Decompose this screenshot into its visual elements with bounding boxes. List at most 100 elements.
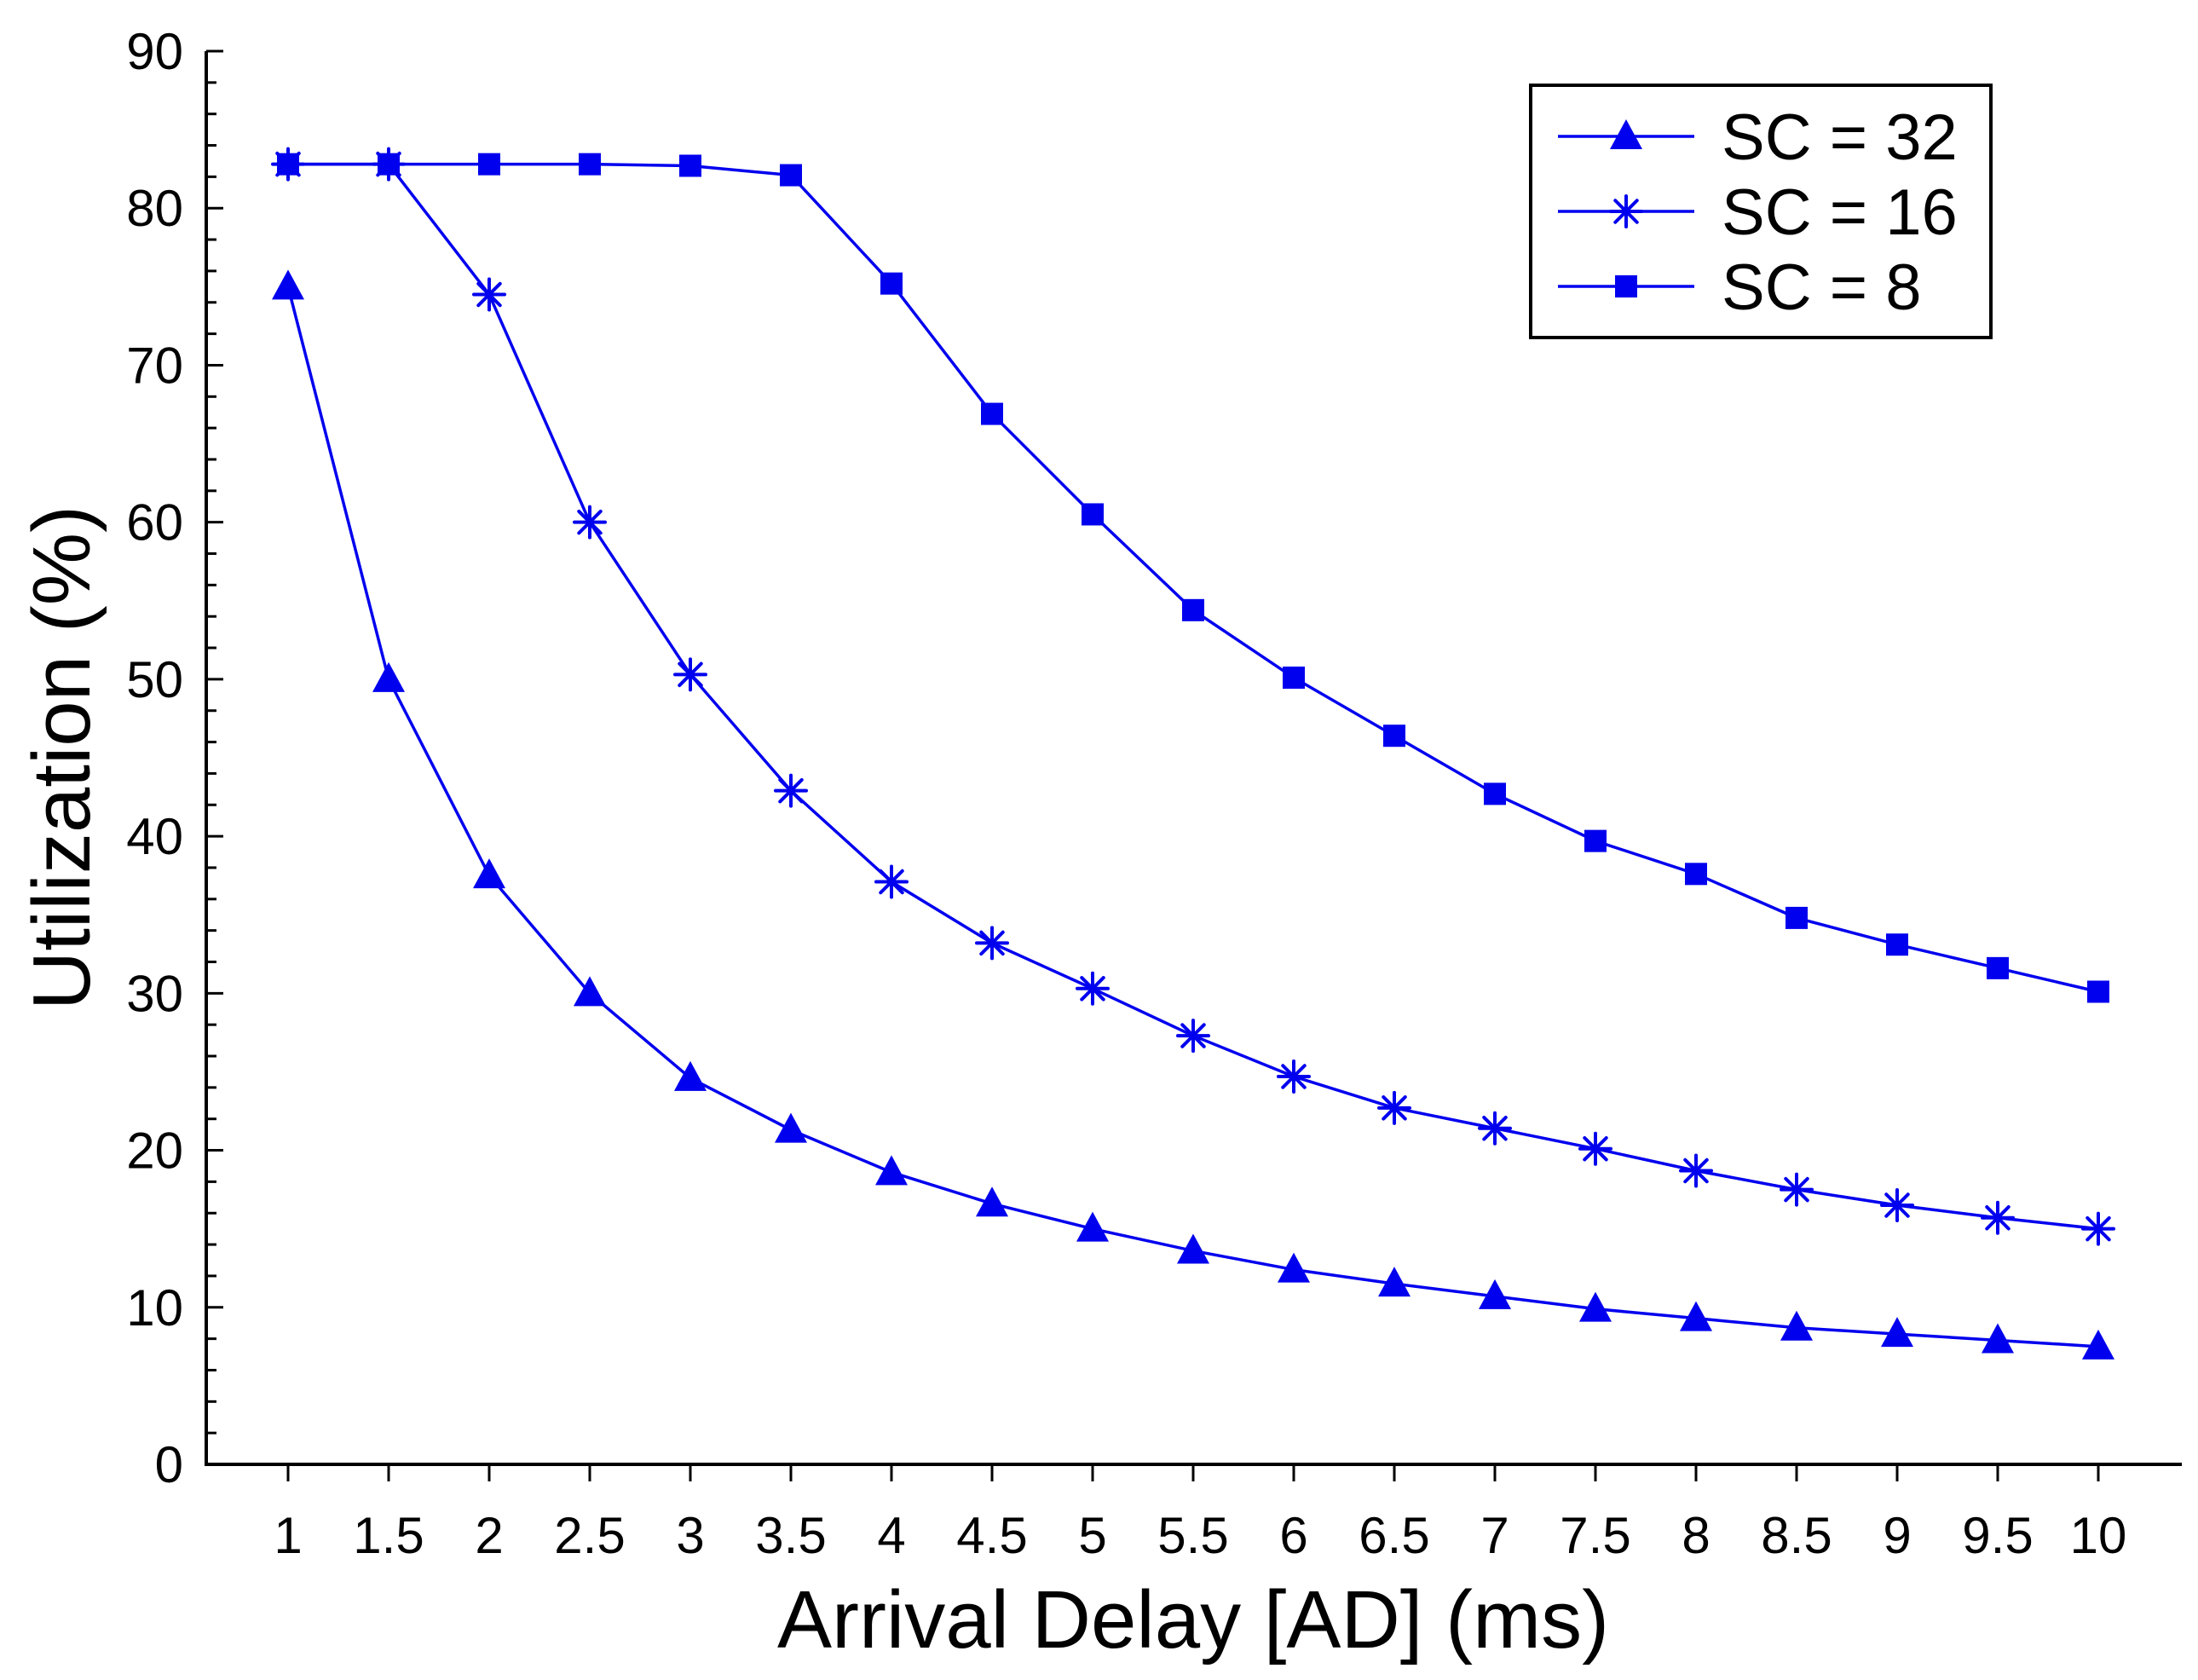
data-point xyxy=(2081,1211,2115,1246)
data-point xyxy=(1615,275,1637,297)
data-point xyxy=(1680,1301,1712,1331)
x-ticks: 1 1.5 2 2.5 3 3.5 4 4.5 5 5.5 6 6.5 7 7.5 8 8.5 9 9.5 10 xyxy=(274,1464,2126,1564)
data-point xyxy=(1278,1252,1310,1283)
y-tick-label: 10 xyxy=(126,1279,183,1336)
y-tick-label: 30 xyxy=(126,965,183,1022)
marker-stroke xyxy=(1080,976,1105,1002)
legend-item: SC = 16 xyxy=(1558,176,1958,249)
marker-stroke xyxy=(1382,1095,1407,1121)
x-tick-label: 4.5 xyxy=(956,1507,1027,1564)
data-point xyxy=(674,1060,707,1091)
data-point xyxy=(1076,1211,1109,1242)
marker-stroke xyxy=(879,869,904,895)
data-point xyxy=(272,269,304,300)
marker-stroke xyxy=(678,661,703,688)
x-axis-title: Arrival Delay [AD] (ms) xyxy=(777,1574,1609,1666)
x-tick-label: 9 xyxy=(1883,1507,1911,1564)
data-point xyxy=(1082,503,1104,526)
data-point xyxy=(1378,1267,1411,1297)
series-line xyxy=(286,286,2099,1348)
y-tick-label: 90 xyxy=(126,23,183,80)
marker-stroke xyxy=(577,509,603,535)
legend-label: SC = 16 xyxy=(1722,176,1958,249)
data-point xyxy=(1176,1019,1210,1054)
x-tick-label: 8 xyxy=(1682,1507,1710,1564)
data-point xyxy=(2082,1329,2114,1360)
data-point xyxy=(1177,1233,1209,1264)
y-ticks: 0 10 20 30 40 50 60 70 80 90 xyxy=(126,23,223,1493)
data-point xyxy=(780,164,802,187)
data-point xyxy=(1881,1317,1913,1348)
x-tick-label: 10 xyxy=(2070,1507,2127,1564)
y-tick-label: 0 xyxy=(155,1436,183,1493)
y-tick-label: 60 xyxy=(126,494,183,551)
data-point xyxy=(1886,933,1908,956)
legend-label: SC = 8 xyxy=(1722,251,1921,324)
data-point xyxy=(378,153,400,176)
x-tick-label: 8.5 xyxy=(1761,1507,1832,1564)
x-tick-label: 9.5 xyxy=(1962,1507,2033,1564)
x-tick-label: 1.5 xyxy=(353,1507,424,1564)
data-point xyxy=(880,272,903,295)
data-point xyxy=(874,864,909,899)
data-point xyxy=(774,773,808,808)
data-point xyxy=(1685,863,1707,886)
data-point xyxy=(573,505,607,540)
y-axis-title: Utilization (%) xyxy=(16,505,107,1010)
marker-stroke xyxy=(1985,1205,2011,1231)
marker-stroke xyxy=(1784,1176,1809,1203)
data-point xyxy=(1786,906,1808,929)
data-point xyxy=(1609,194,1643,228)
data-point xyxy=(1283,667,1305,690)
marker-stroke xyxy=(2086,1215,2111,1242)
x-tick-label: 2.5 xyxy=(554,1507,625,1564)
data-point xyxy=(372,661,405,692)
marker-stroke xyxy=(1613,199,1639,224)
x-tick-label: 3 xyxy=(676,1507,704,1564)
data-point xyxy=(1578,1131,1612,1166)
marker-stroke xyxy=(1884,1192,1910,1218)
series-triangle xyxy=(272,269,2114,1360)
marker-stroke xyxy=(778,777,804,804)
data-point xyxy=(1981,1200,2015,1235)
data-point xyxy=(277,153,299,176)
x-tick-label: 2 xyxy=(475,1507,503,1564)
data-point xyxy=(2087,980,2109,1003)
data-point xyxy=(1377,1090,1411,1125)
legend-item: SC = 32 xyxy=(1558,101,1958,174)
data-point xyxy=(1987,956,2009,979)
x-tick-label: 7 xyxy=(1480,1507,1509,1564)
x-tick-label: 3.5 xyxy=(755,1507,826,1564)
data-point xyxy=(1383,725,1405,748)
data-point xyxy=(579,153,601,176)
data-point xyxy=(1880,1188,1914,1223)
series-layer xyxy=(271,147,2115,1360)
data-point xyxy=(1484,782,1506,805)
marker-stroke xyxy=(1281,1064,1307,1089)
data-point xyxy=(1584,829,1607,852)
data-point xyxy=(1579,1291,1612,1322)
series-square xyxy=(277,153,2109,1003)
y-tick-label: 80 xyxy=(126,180,183,237)
data-point xyxy=(1780,1310,1813,1341)
x-tick-label: 7.5 xyxy=(1560,1507,1630,1564)
data-point xyxy=(775,1112,807,1143)
data-point xyxy=(1182,598,1204,621)
x-tick-label: 6.5 xyxy=(1359,1507,1429,1564)
marker-stroke xyxy=(1683,1158,1709,1184)
data-point xyxy=(1610,119,1642,149)
data-point xyxy=(1076,971,1110,1006)
data-point xyxy=(981,402,1003,425)
x-tick-label: 1 xyxy=(274,1507,302,1564)
data-point xyxy=(473,858,505,889)
data-point xyxy=(478,153,500,176)
legend-item: SC = 8 xyxy=(1558,251,1921,324)
y-tick-label: 70 xyxy=(126,337,183,394)
marker-stroke xyxy=(476,281,502,308)
data-point xyxy=(472,277,506,312)
x-tick-label: 5.5 xyxy=(1157,1507,1228,1564)
data-point xyxy=(673,657,707,692)
data-point xyxy=(1478,1111,1512,1146)
data-point xyxy=(574,976,606,1007)
